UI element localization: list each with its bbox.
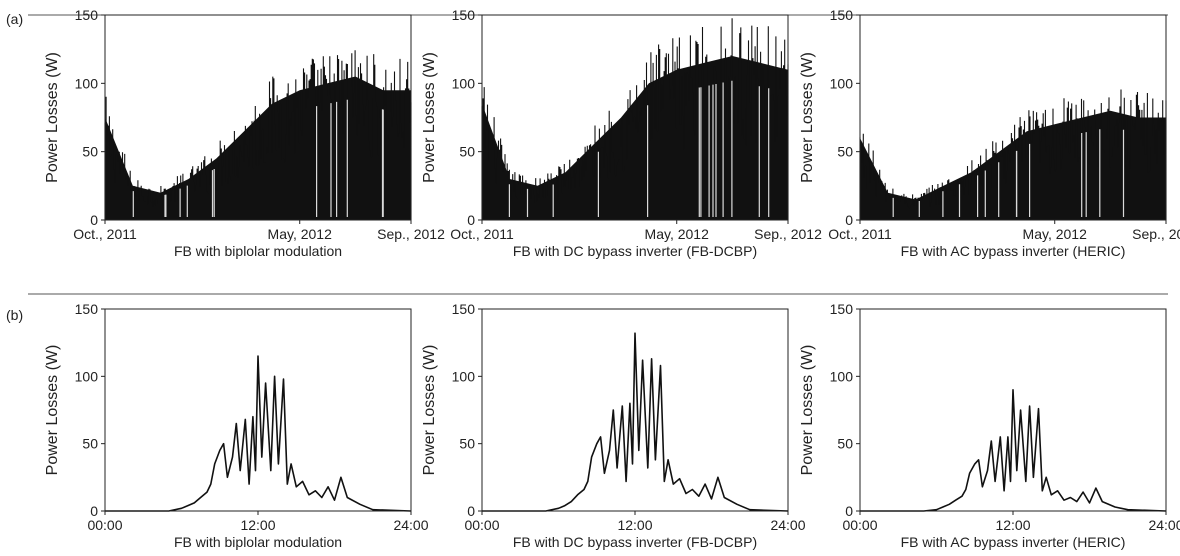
series-line	[105, 355, 412, 512]
x-axis-title: FB with AC bypass inverter (HERIC)	[901, 534, 1126, 550]
y-axis-title: Power Losses (W)	[44, 52, 61, 183]
y-axis-title: Power Losses (W)	[421, 52, 438, 183]
x-tick-label: 00:00	[87, 517, 122, 533]
x-tick-label: May, 2012	[645, 226, 710, 242]
plot-frame	[104, 308, 412, 512]
panel-0-0: Oct., 2011 May, 2012 Sep., 2012 0 50 100 150 FB…	[44, 7, 445, 259]
y-tick-label: 100	[830, 75, 854, 91]
panel-1-2: 00:00 12:00 24:00 0 50 100 150 FB with AC bypas…	[799, 301, 1180, 550]
y-tick-label: 150	[75, 7, 99, 23]
plot-frame	[481, 14, 789, 221]
panel-1-0: 00:00 12:00 24:00 0 50 100 150 FB with biplolar…	[44, 301, 429, 550]
series-line	[482, 332, 789, 512]
data-gaps	[892, 129, 1125, 217]
x-tick-label: 24:00	[1148, 517, 1180, 533]
y-tick-label: 0	[845, 212, 853, 228]
x-tick-label: Oct., 2011	[450, 226, 514, 242]
x-tick-label: May, 2012	[1023, 226, 1088, 242]
x-tick-label: 12:00	[995, 517, 1030, 533]
x-tick-label: 24:00	[393, 517, 428, 533]
x-axis-title: FB with AC bypass inverter (HERIC)	[901, 243, 1126, 259]
y-tick-label: 150	[830, 7, 854, 23]
y-tick-label: 100	[75, 368, 99, 384]
y-axis-title: Power Losses (W)	[799, 345, 816, 476]
x-tick-label: May, 2012	[268, 226, 333, 242]
plot-frame	[104, 14, 412, 221]
y-tick-label: 0	[90, 212, 98, 228]
y-tick-label: 50	[459, 144, 475, 160]
x-tick-label: Sep., 2012	[754, 226, 822, 242]
data-gaps	[508, 80, 770, 217]
x-tick-label: Sep., 2012	[377, 226, 445, 242]
y-axis-title: Power Losses (W)	[44, 345, 61, 476]
plot-frame	[859, 14, 1167, 221]
y-axis-title: Power Losses (W)	[799, 52, 816, 183]
y-tick-label: 100	[452, 75, 476, 91]
panel-0-2: Oct., 2011 May, 2012 Sep., 2012 0 50 100 150 FB…	[799, 7, 1180, 259]
x-tick-label: 00:00	[464, 517, 499, 533]
x-tick-label: Oct., 2011	[73, 226, 137, 242]
x-tick-label: Oct., 2011	[828, 226, 892, 242]
y-tick-label: 50	[459, 436, 475, 452]
panel-0-1: Oct., 2011 May, 2012 Sep., 2012 0 50 100 150 FB…	[421, 7, 822, 259]
plot-frame	[481, 308, 789, 512]
x-axis-title: FB with DC bypass inverter (FB-DCBP)	[513, 534, 757, 550]
y-tick-label: 100	[452, 368, 476, 384]
y-tick-label: 0	[467, 212, 475, 228]
series-line	[860, 389, 1167, 512]
x-tick-label: Sep., 2012	[1132, 226, 1180, 242]
x-tick-label: 24:00	[770, 517, 805, 533]
row-b-label: (b)	[6, 307, 23, 323]
y-tick-label: 100	[830, 368, 854, 384]
y-tick-label: 0	[90, 503, 98, 519]
y-tick-label: 0	[845, 503, 853, 519]
y-tick-label: 50	[837, 144, 853, 160]
x-tick-label: 00:00	[842, 517, 877, 533]
row-a-label: (a)	[6, 11, 23, 27]
y-tick-label: 150	[452, 7, 476, 23]
y-axis-title: Power Losses (W)	[421, 345, 438, 476]
x-tick-label: 12:00	[617, 517, 652, 533]
y-tick-label: 50	[82, 144, 98, 160]
x-tick-label: 12:00	[240, 517, 275, 533]
x-axis-title: FB with biplolar modulation	[174, 534, 342, 550]
plot-frame	[859, 308, 1167, 512]
x-axis-title: FB with DC bypass inverter (FB-DCBP)	[513, 243, 757, 259]
chart-panels: Oct., 2011 May, 2012 Sep., 2012 0 50 100 150 FB…	[44, 7, 1180, 550]
y-tick-label: 150	[75, 301, 99, 317]
panel-1-1: 00:00 12:00 24:00 0 50 100 150 FB with DC bypas…	[421, 301, 806, 550]
y-tick-label: 150	[452, 301, 476, 317]
y-tick-label: 0	[467, 503, 475, 519]
y-tick-label: 50	[837, 436, 853, 452]
y-tick-label: 100	[75, 75, 99, 91]
x-axis-title: FB with biplolar modulation	[174, 243, 342, 259]
data-gaps	[132, 99, 384, 217]
y-tick-label: 150	[830, 301, 854, 317]
y-tick-label: 50	[82, 436, 98, 452]
daily-spikes	[859, 89, 1167, 220]
